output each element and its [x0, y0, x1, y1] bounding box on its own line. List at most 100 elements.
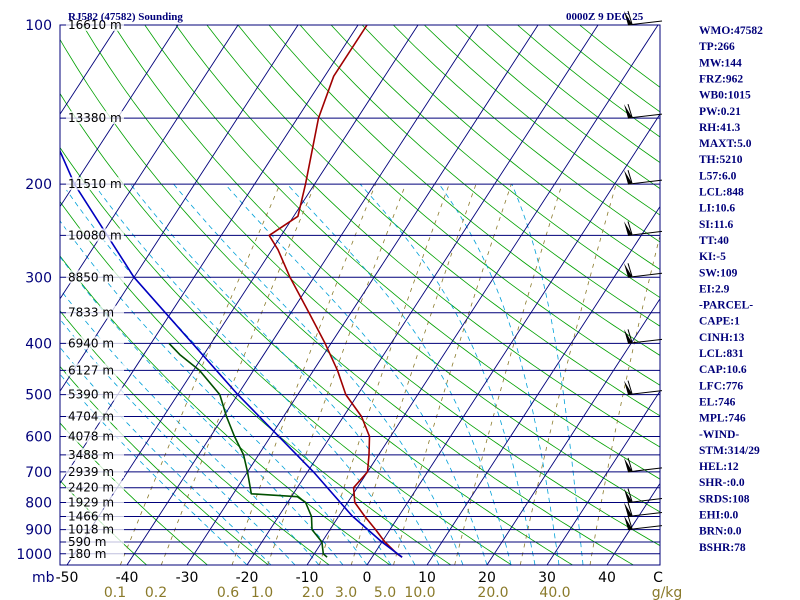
stat-item: EHI:0.0	[699, 510, 739, 522]
wind-barb	[624, 170, 663, 185]
mixing-ratio-line	[231, 184, 376, 565]
height-label: 5390 m	[68, 388, 114, 402]
wind-barbs	[624, 10, 663, 531]
mixing-ratio-label: 40.0	[539, 585, 570, 600]
stat-item: BSHR:78	[699, 542, 746, 554]
height-label-bg	[66, 464, 124, 478]
wind-barb	[624, 329, 663, 344]
pressure-tick-label: 100	[25, 18, 52, 34]
wind-barb	[624, 502, 663, 517]
pressure-tick-label: 800	[25, 496, 52, 512]
stat-item: KI:-5	[699, 251, 726, 263]
height-label: 11510 m	[68, 177, 122, 191]
height-label: 16610 m	[68, 18, 122, 32]
height-label-bg	[66, 270, 124, 284]
height-label: 180 m	[68, 547, 106, 561]
dry-adiabat	[60, 310, 330, 565]
wind-barb-staff	[627, 338, 663, 344]
dry-adiabat	[60, 38, 634, 565]
isotherm	[186, 25, 539, 565]
pressure-tick-label: 300	[25, 270, 52, 286]
pressure-tick-label: 200	[25, 177, 52, 193]
wind-barb-staff	[627, 230, 663, 236]
dry-adiabat	[60, 146, 512, 565]
mixing-ratio-label: 10.0	[404, 585, 435, 600]
stat-item: LCL:831	[699, 348, 744, 360]
pressure-tick-label: 1000	[16, 547, 52, 563]
isotherm	[0, 25, 58, 565]
wind-barb-flag	[624, 502, 632, 517]
wind-barb-feather	[627, 263, 633, 277]
wind-barb-staff	[627, 272, 663, 278]
plot-frame	[59, 24, 661, 566]
stat-item: MW:144	[699, 57, 742, 69]
isotherm	[60, 25, 299, 392]
dry-adiabat	[268, 25, 660, 356]
height-label: 6127 m	[68, 363, 114, 377]
dry-adiabat	[517, 25, 660, 138]
wind-barb-feather	[627, 380, 633, 394]
isotherm	[246, 25, 599, 565]
wind-barb-staff	[627, 179, 663, 185]
height-label-bg	[66, 495, 124, 509]
stat-item: L57:6.0	[699, 170, 737, 182]
mixing-ratio-line	[519, 184, 617, 565]
wind-barb-feather	[627, 10, 633, 25]
temperature-tick-label: 40	[598, 570, 616, 586]
mixing-ratio-label: 20.0	[477, 585, 508, 600]
height-label-bg	[66, 447, 124, 461]
isotherm	[60, 25, 239, 300]
pressure-tick-label: 400	[25, 336, 52, 352]
moist-adiabat	[511, 184, 584, 565]
wind-barb	[624, 380, 663, 396]
stat-item: SHR-:0.0	[699, 477, 745, 489]
height-label: 3488 m	[68, 448, 114, 462]
dry-adiabat	[60, 92, 573, 565]
dry-adiabat	[144, 25, 660, 480]
grid-layer	[0, 25, 660, 565]
dewpoint-trace	[168, 342, 328, 558]
height-label: 590 m	[68, 535, 106, 549]
dry-adiabat	[455, 25, 660, 190]
height-label-bg	[66, 228, 124, 242]
mixing-ratio-label: 1.0	[251, 585, 273, 600]
temperature-tick-label: 30	[538, 570, 556, 586]
moist-adiabat	[130, 183, 440, 565]
stat-item: -WIND-	[699, 429, 739, 441]
chart-title: RJ582 (47582) Sounding	[68, 11, 183, 23]
wind-barb-staff	[627, 525, 663, 531]
stat-item: RH:41.3	[699, 122, 740, 134]
wind-barb	[624, 221, 663, 236]
stat-item: CAPE:1	[699, 316, 740, 328]
pressure-tick-label: 500	[25, 388, 52, 404]
moist-adiabat	[60, 346, 272, 565]
mixing-ratio-line	[119, 184, 281, 565]
stat-item: EI:2.9	[699, 283, 730, 295]
wind-barb-flag	[624, 11, 632, 25]
height-label: 1466 m	[68, 509, 114, 523]
height-label: 7833 m	[68, 306, 114, 320]
wind-barb	[624, 488, 663, 504]
dry-adiabat	[60, 365, 269, 565]
wind-barb-feather	[627, 170, 633, 184]
height-label: 2939 m	[68, 465, 114, 479]
wind-barb-flag	[624, 515, 632, 530]
stat-item: TH:5210	[699, 154, 743, 166]
mixing-ratio-label: 2.0	[302, 585, 324, 600]
mixing-ratio-label: 3.0	[335, 585, 357, 600]
stat-item: BRN:0.0	[699, 526, 742, 538]
moist-adiabat	[224, 183, 488, 565]
wind-barb	[624, 10, 663, 26]
wind-barb-flag	[624, 104, 632, 119]
mixing-ratio-label: 5.0	[374, 585, 396, 600]
dry-adiabat	[548, 25, 660, 113]
temperature-tick-label: -40	[116, 570, 139, 586]
moist-adiabat	[173, 183, 464, 565]
mixing-ratio-line	[454, 184, 563, 565]
stat-item: SRDS:108	[699, 493, 750, 505]
wind-barb	[624, 263, 663, 278]
wind-barb-staff	[627, 467, 663, 473]
height-label: 1018 m	[68, 523, 114, 537]
stat-item: LI:10.6	[699, 203, 735, 215]
wind-barb-staff	[627, 390, 663, 396]
